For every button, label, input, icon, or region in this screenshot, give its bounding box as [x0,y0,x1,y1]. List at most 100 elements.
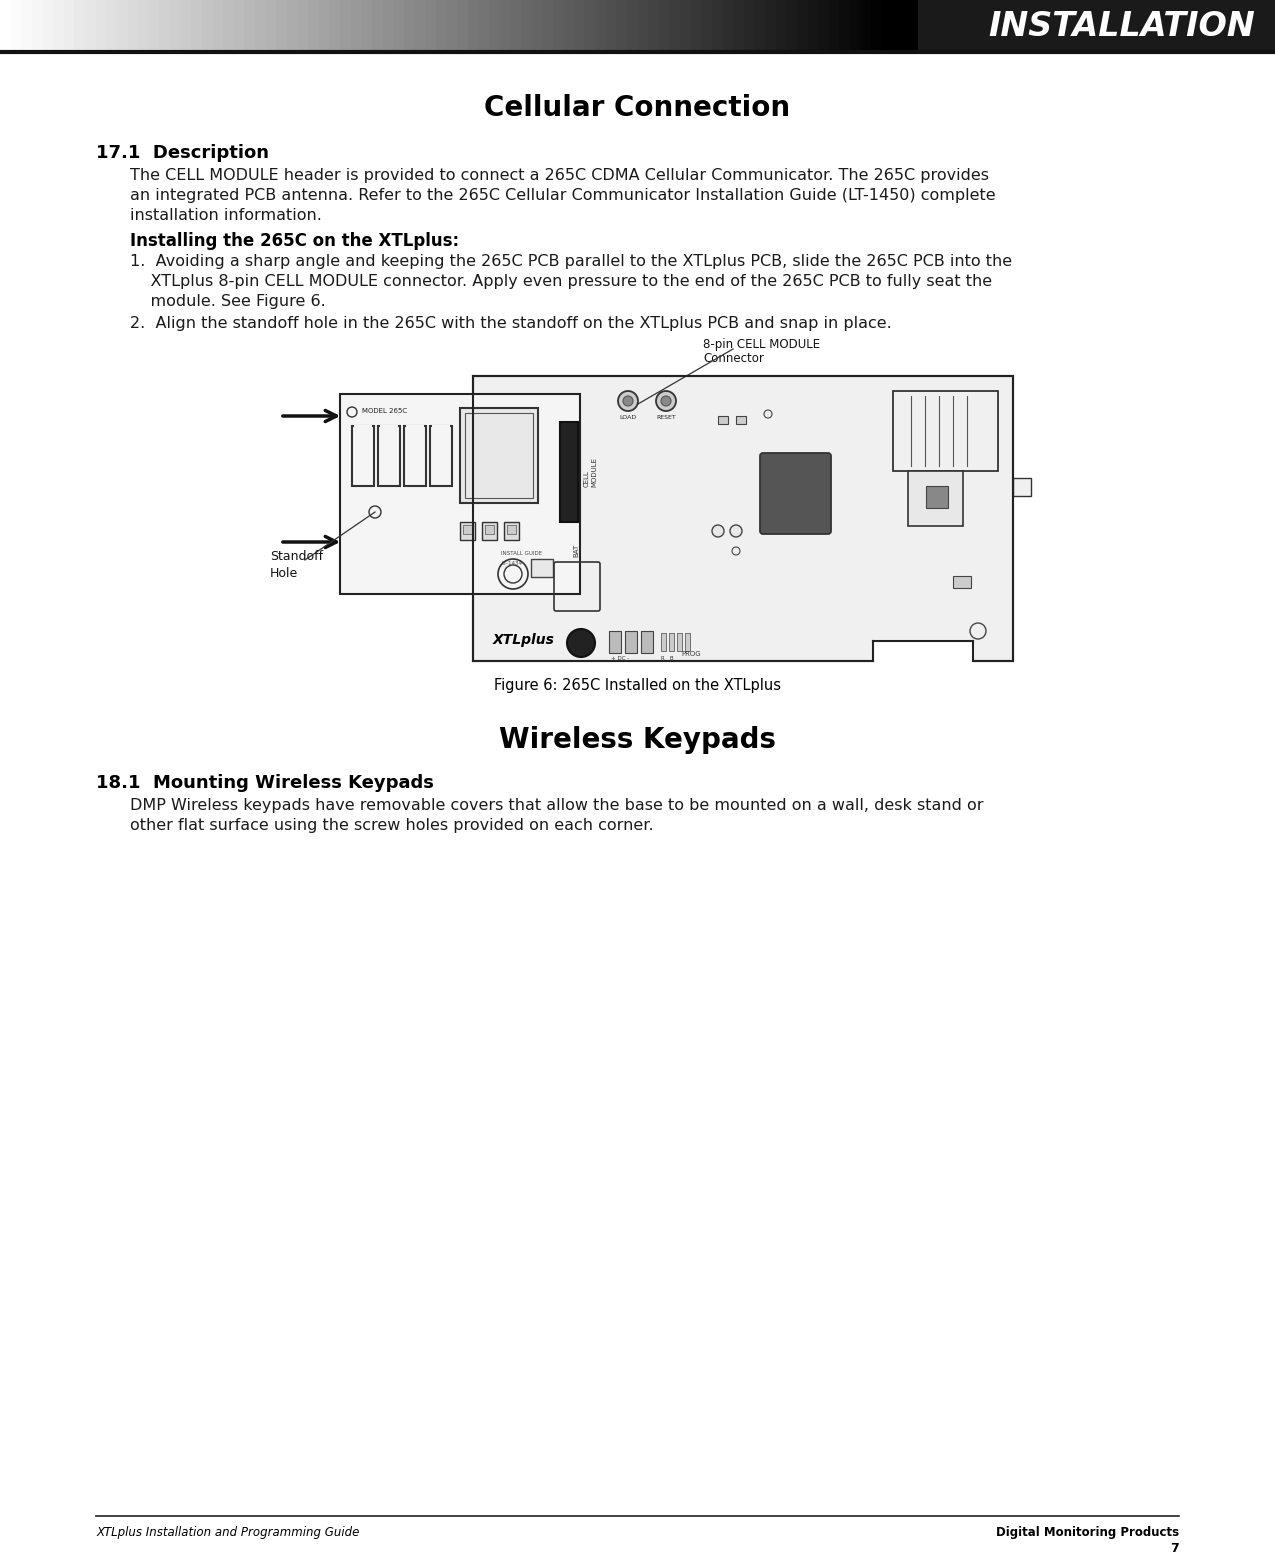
Bar [743,0,755,51]
Bar [966,0,978,51]
Bar [616,0,627,51]
Text: Hole: Hole [270,566,298,580]
Bar [510,0,521,51]
Bar [1190,0,1201,51]
Bar [340,0,352,51]
Bar [978,0,989,51]
Bar [584,0,595,51]
Circle shape [618,391,638,411]
Text: 17.1  Description: 17.1 Description [96,145,269,162]
Bar [468,0,479,51]
Text: 8-pin CELL MODULE: 8-pin CELL MODULE [703,338,820,352]
Bar [191,0,203,51]
Text: + DC -: + DC - [611,657,630,661]
Bar [128,0,139,51]
Bar [1126,0,1137,51]
Bar [1243,0,1255,51]
Bar [393,0,404,51]
Bar [935,0,946,51]
Bar [1179,0,1191,51]
Bar [465,412,533,498]
Bar [807,0,819,51]
Bar [1020,0,1031,51]
Bar [213,0,224,51]
Bar [287,0,298,51]
Bar [74,0,85,51]
Bar [1201,0,1213,51]
Bar [606,0,617,51]
Bar [1105,0,1117,51]
Bar [201,0,213,51]
Bar [530,559,553,577]
Circle shape [623,395,632,406]
Bar [641,632,653,654]
Bar [718,415,728,423]
Bar [1169,0,1181,51]
Bar [998,0,1010,51]
Bar [926,485,949,507]
Bar [85,0,97,51]
Text: XTLplus Installation and Programming Guide: XTLplus Installation and Programming Gui… [96,1526,360,1539]
Bar [372,0,384,51]
Bar [138,0,149,51]
Bar [542,0,553,51]
Bar [414,0,426,51]
Bar [648,0,659,51]
Bar [564,0,575,51]
Text: 1.  Avoiding a sharp angle and keeping the 265C PCB parallel to the XTLplus PCB,: 1. Avoiding a sharp angle and keeping th… [130,254,1012,269]
Bar [956,0,968,51]
Bar [265,0,277,51]
Bar [473,377,1014,661]
Bar [1062,0,1074,51]
Bar [54,0,65,51]
Text: LOAD: LOAD [620,415,636,420]
Bar [625,632,638,654]
Bar [711,0,723,51]
Circle shape [711,524,724,537]
Text: Cellular Connection: Cellular Connection [484,93,790,121]
Bar [500,0,511,51]
Bar [488,0,500,51]
Bar [223,0,235,51]
Bar [736,415,746,423]
Bar [765,0,776,51]
Bar [329,0,340,51]
Bar [504,521,519,540]
Bar [850,0,862,51]
Bar [159,0,171,51]
Text: XTLplus: XTLplus [493,633,555,647]
Bar [10,0,22,51]
Bar [871,0,882,51]
Bar [914,0,926,51]
Bar [64,0,75,51]
Bar [430,426,453,485]
Bar [377,426,400,485]
Bar [245,0,256,51]
Bar [1084,0,1095,51]
Bar [988,0,1000,51]
Text: 7: 7 [1170,1542,1179,1554]
Bar [1042,0,1053,51]
Bar [861,0,872,51]
Bar [892,0,904,51]
Bar [233,0,245,51]
Bar [297,0,309,51]
Bar [460,408,538,503]
Circle shape [567,629,595,657]
Text: CELL
MODULE: CELL MODULE [584,457,597,487]
Bar [560,422,578,521]
Bar [609,632,621,654]
Bar [892,391,998,471]
Text: RESET: RESET [657,415,676,420]
Bar [380,425,398,437]
Text: Figure 6: 265C Installed on the XTLplus: Figure 6: 265C Installed on the XTLplus [493,678,782,692]
Bar [456,0,468,51]
Bar [255,0,266,51]
Bar [319,0,330,51]
Bar [405,425,425,437]
Bar [0,0,11,51]
Text: installation information.: installation information. [130,209,321,223]
Circle shape [657,391,676,411]
Text: XTLplus 8-pin CELL MODULE connector. Apply even pressure to the end of the 265C : XTLplus 8-pin CELL MODULE connector. App… [130,274,992,289]
Bar [520,0,532,51]
